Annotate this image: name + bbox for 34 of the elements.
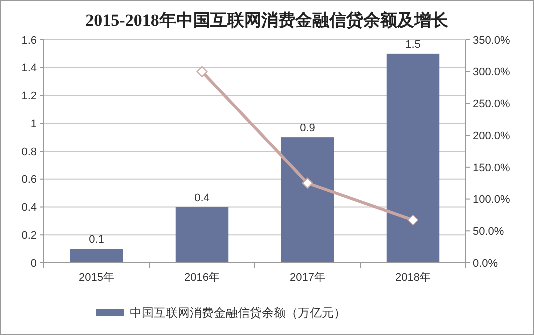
bar xyxy=(281,138,334,263)
y-tick-label: 1.4 xyxy=(22,62,37,75)
y-tick-label: 1 xyxy=(30,118,37,130)
bar xyxy=(386,54,440,263)
y-tick-label: 0.4 xyxy=(22,202,37,214)
y2-tick-label: 250.0% xyxy=(473,98,511,111)
y-tick-label: 0.8 xyxy=(22,146,37,158)
y2-tick-label: 150.0% xyxy=(473,162,511,174)
legend-label: 中国互联网消费金融信贷余额（万亿元） xyxy=(130,306,346,320)
point xyxy=(196,66,208,78)
data-label: 0.9 xyxy=(300,122,316,135)
data-label: 0.4 xyxy=(194,192,210,204)
y-tick-label: 1.6 xyxy=(22,34,37,47)
x-tick-label: 2015年 xyxy=(79,272,114,284)
bar xyxy=(176,207,229,263)
data-label: 1.5 xyxy=(406,38,421,51)
y2-tick-label: 350.0% xyxy=(473,34,511,47)
x-tick-label: 2018年 xyxy=(396,272,431,284)
y-tick-label: 0.2 xyxy=(22,230,37,242)
y2-tick-label: 200.0% xyxy=(473,130,511,142)
y2-tick-label: 0.0% xyxy=(473,258,498,270)
point xyxy=(408,214,419,226)
y2-tick-label: 300.0% xyxy=(473,66,511,79)
x-tick-label: 2016年 xyxy=(184,272,220,284)
bar xyxy=(70,249,124,263)
y-tick-label: 0 xyxy=(30,258,37,270)
chart-title: 2015-2018年中国互联网消费金融信贷余额及增长 xyxy=(86,11,450,30)
y-tick-label: 1.2 xyxy=(22,90,37,103)
y2-tick-label: 50.0% xyxy=(473,226,504,238)
y2-tick-label: 100.0% xyxy=(473,194,511,206)
x-tick-label: 2017年 xyxy=(290,272,326,284)
point xyxy=(302,178,314,189)
data-label: 0.1 xyxy=(89,234,104,246)
y-tick-label: 0.6 xyxy=(22,174,37,186)
